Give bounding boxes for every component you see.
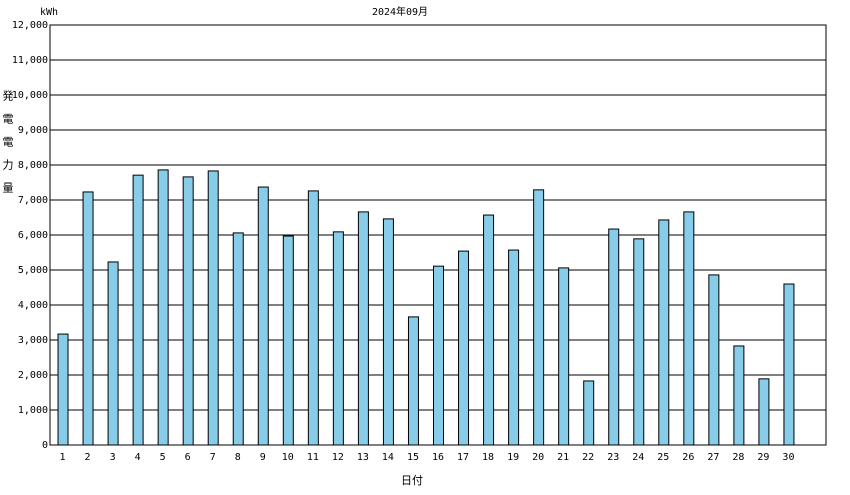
bar — [332, 231, 344, 446]
y-axis-label: 発電電力量 — [1, 89, 14, 205]
x-tick-label: 14 — [382, 452, 394, 463]
x-tick-label: 22 — [582, 452, 594, 463]
y-tick-label: 10,000 — [12, 90, 48, 101]
bar — [307, 190, 319, 446]
bar — [733, 345, 745, 446]
x-tick-label: 5 — [160, 452, 166, 463]
bar — [182, 176, 194, 446]
x-tick-label: 10 — [282, 452, 294, 463]
x-tick-label: 8 — [235, 452, 241, 463]
bar — [558, 267, 570, 446]
bar — [533, 189, 545, 446]
bar — [783, 283, 795, 446]
y-tick-label: 7,000 — [18, 195, 48, 206]
x-tick-label: 18 — [482, 452, 494, 463]
bar — [508, 249, 520, 446]
x-tick-label: 20 — [532, 452, 544, 463]
y-tick-label: 8,000 — [18, 160, 48, 171]
y-tick-label: 11,000 — [12, 55, 48, 66]
chart-title: 2024年09月 — [372, 5, 428, 18]
bar — [157, 169, 169, 446]
x-tick-label: 4 — [135, 452, 141, 463]
y-tick-label: 4,000 — [18, 300, 48, 311]
x-tick-label: 29 — [757, 452, 769, 463]
x-tick-label: 9 — [260, 452, 266, 463]
x-tick-label: 1 — [60, 452, 66, 463]
y-tick-label: 2,000 — [18, 370, 48, 381]
bar — [433, 265, 444, 446]
bar — [357, 211, 369, 446]
bar — [458, 250, 470, 446]
bar — [407, 316, 419, 446]
x-tick-label: 30 — [782, 452, 794, 463]
y-tick-label: 5,000 — [18, 265, 48, 276]
x-tick-label: 6 — [185, 452, 191, 463]
bar — [232, 232, 244, 446]
x-tick-label: 13 — [357, 452, 369, 463]
y-tick-label: 0 — [42, 440, 48, 451]
x-axis-label: 日付 — [401, 474, 423, 487]
bar — [758, 378, 770, 446]
bar — [683, 211, 695, 446]
bar — [282, 235, 294, 446]
y-tick-label: 12,000 — [12, 20, 48, 31]
x-tick-label: 17 — [457, 452, 469, 463]
bar — [608, 228, 620, 446]
bar — [57, 333, 69, 446]
x-tick-label: 28 — [732, 452, 744, 463]
bar — [658, 219, 670, 446]
x-tick-label: 21 — [557, 452, 569, 463]
unit-label: kWh — [40, 7, 58, 18]
y-tick-label: 9,000 — [18, 125, 48, 136]
x-tick-label: 19 — [507, 452, 519, 463]
x-tick-label: 23 — [607, 452, 619, 463]
x-tick-label: 25 — [657, 452, 669, 463]
y-tick-label: 3,000 — [18, 335, 48, 346]
bar — [633, 238, 645, 446]
bar — [257, 186, 269, 446]
x-tick-label: 27 — [707, 452, 719, 463]
x-tick-label: 16 — [432, 452, 444, 463]
x-tick-label: 26 — [682, 452, 694, 463]
x-tick-label: 2 — [85, 452, 91, 463]
bar — [583, 380, 595, 446]
y-tick-label: 1,000 — [18, 405, 48, 416]
x-tick-label: 24 — [632, 452, 644, 463]
bar — [708, 274, 720, 446]
bar — [483, 214, 495, 446]
x-tick-label: 15 — [407, 452, 419, 463]
bar — [82, 191, 94, 446]
bar — [107, 261, 119, 446]
x-tick-label: 12 — [332, 452, 344, 463]
bar — [207, 170, 219, 446]
bar — [132, 174, 144, 446]
x-tick-label: 3 — [110, 452, 116, 463]
bar — [382, 218, 394, 446]
x-tick-label: 7 — [210, 452, 216, 463]
x-tick-label: 11 — [307, 452, 319, 463]
y-tick-label: 6,000 — [18, 230, 48, 241]
